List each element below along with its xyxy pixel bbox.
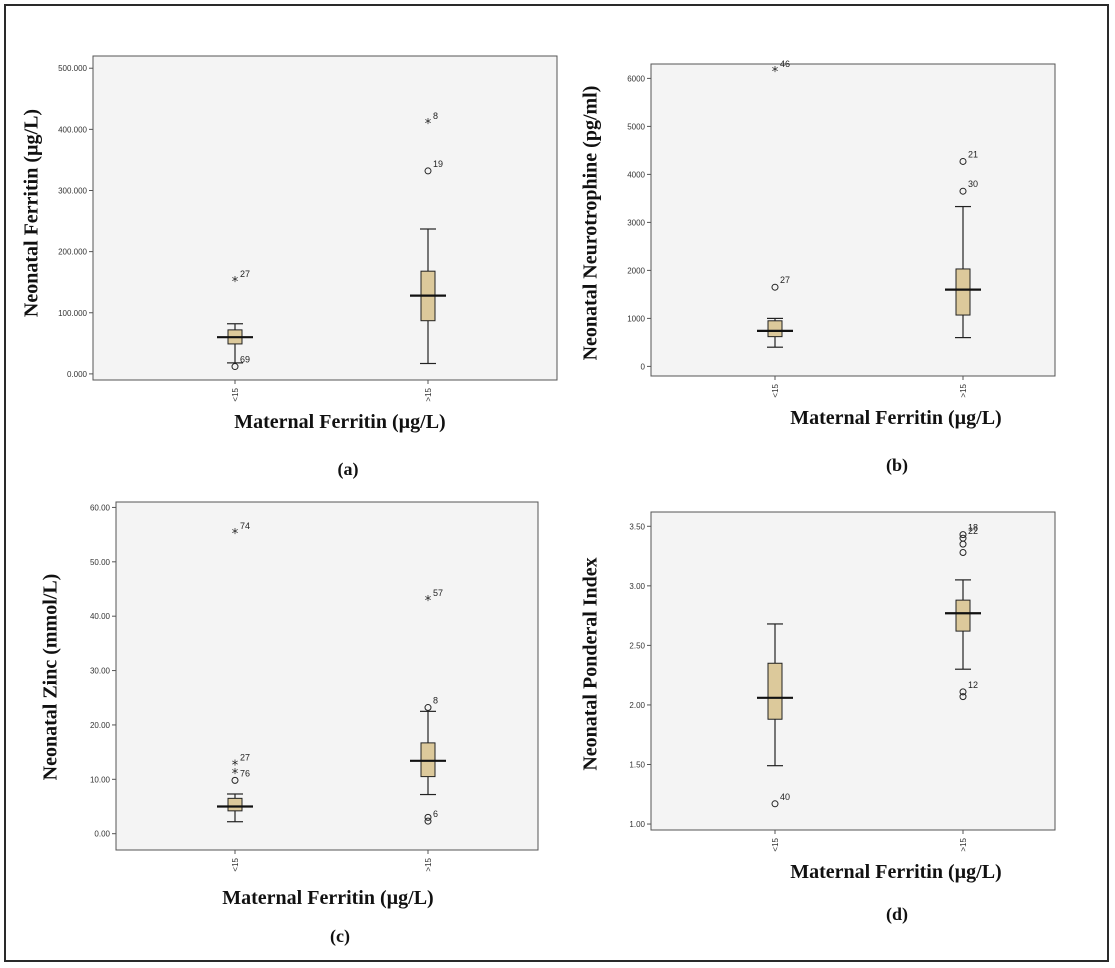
panel-b-outlier-star: *	[772, 65, 779, 80]
panel-a-plot-area	[92, 55, 558, 381]
panel-b-plot-area	[650, 63, 1056, 377]
panel-d-box	[955, 599, 971, 632]
panel-d-outlier-label: 18	[968, 523, 978, 533]
panel-c-outlier-label: 8	[433, 696, 438, 706]
panel-c-outlier-star: *	[425, 594, 432, 609]
panel-d-xlabel: Maternal Ferritin (µg/L)	[790, 861, 1002, 883]
panel-a-xtick-label: >15	[424, 387, 433, 401]
panel-d-outlier-circle	[959, 548, 967, 556]
panel-b-xtick-label: >15	[959, 383, 968, 397]
panel-c-outlier-label: 76	[240, 768, 250, 778]
panel-c-caption: (c)	[330, 926, 350, 946]
panel-b-outlier-label: 27	[780, 275, 790, 285]
panel-b-outlier-circle	[959, 157, 967, 165]
panel-c-outlier-star: *	[232, 767, 239, 782]
panel-b-ytick-label: 6000	[627, 74, 645, 83]
panel-c-ytick-label: 30.00	[90, 667, 111, 676]
panel-c-xtick-label: >15	[424, 857, 433, 871]
panel-a-xtick-label: <15	[231, 387, 240, 401]
panel-c-ytick-label: 50.00	[90, 558, 111, 567]
panel-c-outlier-star: *	[232, 527, 239, 542]
panel-c-ytick-label: 20.00	[90, 721, 111, 730]
panel-c-outlier-circle	[424, 704, 432, 712]
panel-c-outlier-circle	[424, 817, 432, 825]
panel-a-ytick-label: 200.000	[58, 248, 87, 257]
panel-c-outlier-circle	[424, 813, 432, 821]
panel-b-outlier-label: 21	[968, 149, 978, 159]
panel-b-xtick-label: <15	[771, 383, 780, 397]
panel-d-ytick-label: 1.00	[629, 820, 645, 829]
panel-a-xlabel: Maternal Ferritin (µg/L)	[234, 411, 446, 433]
panel-d-outlier-circle	[959, 534, 967, 542]
panel-c-ytick-label: 0.00	[94, 830, 110, 839]
panel-c-ytick-label: 40.00	[90, 612, 111, 621]
panel-d-outlier-circle	[959, 693, 967, 701]
panel-c-outlier-label: 74	[240, 521, 250, 531]
panel-d-ytick-label: 2.00	[629, 701, 645, 710]
panel-a-caption: (a)	[337, 459, 359, 479]
panel-d-plot-area	[650, 511, 1056, 831]
panel-b-caption: (b)	[886, 455, 908, 475]
panel-d-ytick-label: 3.00	[629, 582, 645, 591]
panel-c-ytick-label: 10.00	[90, 775, 111, 784]
panel-d-outlier-label: 40	[780, 792, 790, 802]
figure-frame	[4, 4, 1109, 962]
panel-b-outlier-circle	[959, 187, 967, 195]
panel-d-outlier-circle	[959, 688, 967, 696]
panel-d-outlier-circle	[771, 800, 779, 808]
panel-b-ytick-label: 4000	[627, 170, 645, 179]
panel-d-ytick-label: 3.50	[629, 522, 645, 531]
panel-a-outlier-label: 27	[240, 269, 250, 279]
panel-b-ytick-label: 1000	[627, 314, 645, 323]
panel-a-outlier-circle	[231, 363, 239, 371]
panel-d-ytick-label: 2.50	[629, 641, 645, 650]
panel-a-outlier-label: 69	[240, 355, 250, 365]
panel-d-outlier-label: 12	[968, 680, 978, 690]
panel-b-box	[955, 268, 971, 316]
panel-d-outlier-label: 22	[968, 526, 978, 536]
panel-a-ytick-label: 100.000	[58, 309, 87, 318]
panel-d-caption: (d)	[886, 904, 908, 924]
panel-c-outlier-circle	[231, 776, 239, 784]
panel-c-plot-area	[115, 501, 539, 851]
panel-d-ytick-label: 1.50	[629, 760, 645, 769]
panel-b-outlier-label: 46	[780, 59, 790, 69]
panel-d-box	[767, 662, 783, 720]
panel-b-ytick-label: 3000	[627, 218, 645, 227]
panel-a-outlier-star: *	[232, 275, 239, 290]
panel-a-outlier-label: 19	[433, 159, 443, 169]
panel-a-outlier-circle	[424, 167, 432, 175]
panel-a-outlier-label: 8	[433, 111, 438, 121]
panel-c-xtick-label: <15	[231, 857, 240, 871]
panel-a-ytick-label: 0.000	[67, 370, 88, 379]
panel-b-box	[767, 320, 783, 338]
panel-b-ytick-label: 2000	[627, 266, 645, 275]
panel-b-ytick-label: 0	[641, 362, 646, 371]
panel-c-outlier-star: *	[232, 759, 239, 774]
panel-b-xlabel: Maternal Ferritin (µg/L)	[790, 407, 1002, 429]
panel-d-xtick-label: >15	[959, 837, 968, 851]
panel-d-outlier-circle	[959, 531, 967, 539]
panel-a-ytick-label: 400.000	[58, 125, 87, 134]
panel-c-outlier-label: 6	[433, 809, 438, 819]
panel-c-xlabel: Maternal Ferritin (µg/L)	[222, 887, 434, 909]
panel-b-ytick-label: 5000	[627, 122, 645, 131]
panel-c-outlier-label: 57	[433, 588, 443, 598]
panel-c-ytick-label: 60.00	[90, 503, 111, 512]
panel-c-box	[227, 797, 243, 812]
panel-d-xtick-label: <15	[771, 837, 780, 851]
panel-c-outlier-label: 27	[240, 753, 250, 763]
panel-b-outlier-circle	[771, 283, 779, 291]
panel-b-outlier-label: 30	[968, 179, 978, 189]
panel-a-outlier-star: *	[425, 117, 432, 132]
panel-a-ytick-label: 300.000	[58, 186, 87, 195]
panel-a-ytick-label: 500.000	[58, 64, 87, 73]
